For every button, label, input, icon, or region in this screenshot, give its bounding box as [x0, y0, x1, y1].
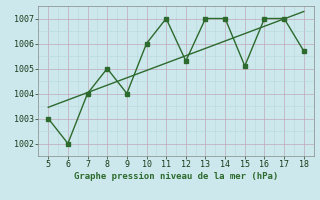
X-axis label: Graphe pression niveau de la mer (hPa): Graphe pression niveau de la mer (hPa): [74, 172, 278, 181]
